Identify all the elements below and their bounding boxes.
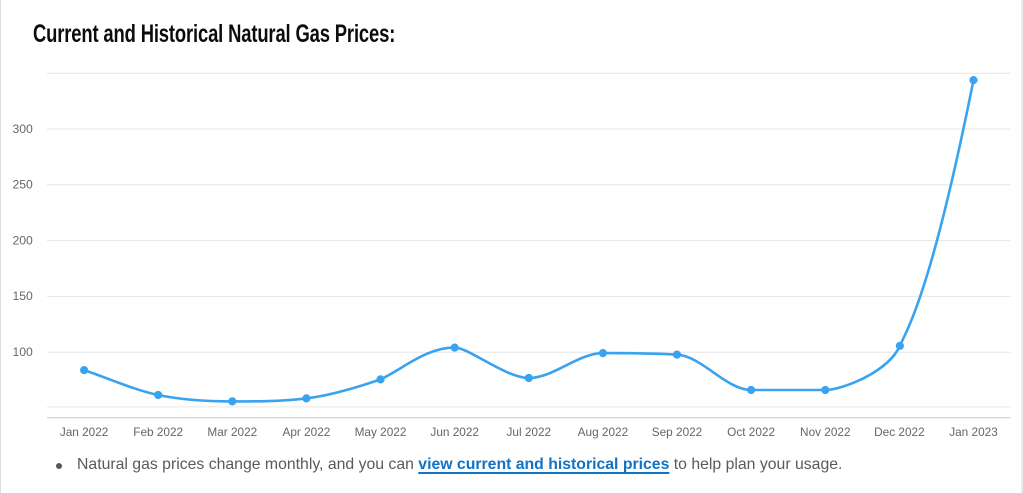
svg-text:Nov 2022: Nov 2022 <box>800 425 851 439</box>
svg-text:100: 100 <box>12 345 33 359</box>
svg-text:Jan 2022: Jan 2022 <box>60 425 109 439</box>
svg-text:150: 150 <box>12 289 33 303</box>
svg-text:Jul 2022: Jul 2022 <box>506 425 551 439</box>
svg-text:Dec 2022: Dec 2022 <box>874 425 925 439</box>
svg-text:300: 300 <box>12 122 33 136</box>
svg-text:200: 200 <box>12 233 33 247</box>
svg-text:Jun 2022: Jun 2022 <box>430 425 479 439</box>
svg-text:Oct 2022: Oct 2022 <box>727 425 775 439</box>
svg-text:Aug 2022: Aug 2022 <box>578 425 629 439</box>
svg-text:Feb 2022: Feb 2022 <box>133 425 183 439</box>
svg-text:Jan 2023: Jan 2023 <box>949 425 998 439</box>
svg-text:May 2022: May 2022 <box>355 425 407 439</box>
svg-text:Apr 2022: Apr 2022 <box>282 425 330 439</box>
svg-text:Sep 2022: Sep 2022 <box>652 425 703 439</box>
svg-text:Mar 2022: Mar 2022 <box>207 425 257 439</box>
svg-text:250: 250 <box>12 178 33 192</box>
